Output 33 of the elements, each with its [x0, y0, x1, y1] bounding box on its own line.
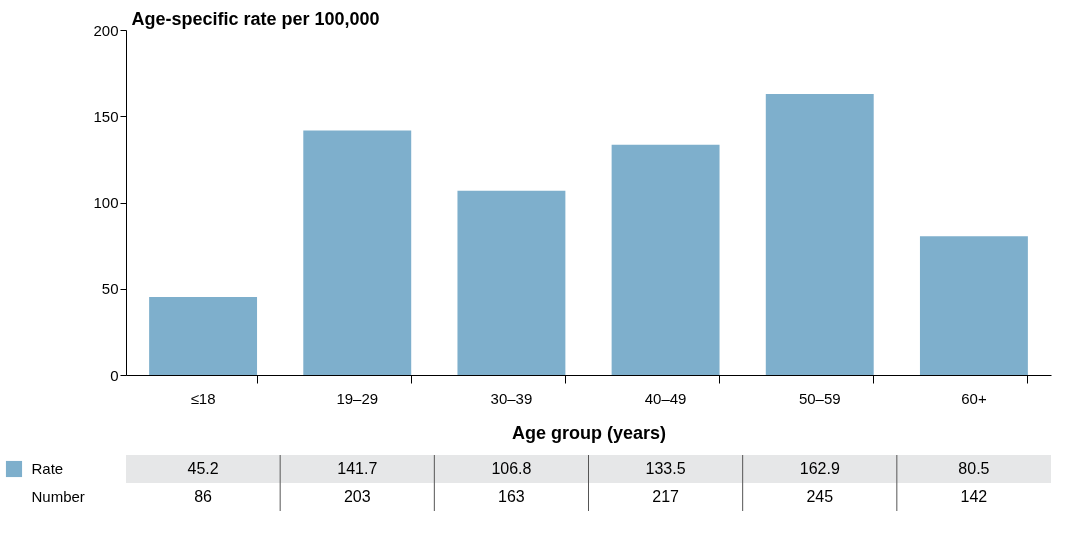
bar [919, 236, 1028, 375]
x-tick-label: 60+ [961, 389, 987, 407]
bar [765, 94, 874, 375]
data-label: 106.8 [491, 460, 532, 477]
y-tick-label: 0 [110, 366, 119, 384]
x-tick-label: 19–29 [336, 389, 379, 407]
text: 142 [960, 488, 988, 505]
data-label: 80.5 [958, 460, 990, 477]
y-tick-label: 150 [93, 107, 119, 125]
data-label: 162.9 [799, 460, 840, 477]
x-tick-label: 30–39 [490, 389, 533, 407]
bar [149, 297, 258, 375]
text: Number [31, 488, 85, 505]
text: 163 [498, 488, 525, 505]
y-tick-label: 50 [101, 280, 119, 298]
bar [611, 144, 720, 375]
text: 217 [652, 488, 680, 505]
data-label: 45.2 [187, 460, 219, 477]
y-tick-label: 100 [93, 194, 119, 211]
x-tick-label: 40–49 [644, 389, 687, 407]
x-tick-label: ≤18 [190, 389, 216, 407]
x-axis-title: Age group (years) [511, 422, 667, 443]
x-tick-label: 50–59 [798, 389, 841, 407]
y-axis-title: Age-specific rate per 100,000 [131, 8, 380, 29]
legend-label: Rate [31, 460, 64, 477]
text: 245 [806, 488, 834, 505]
data-label: 141.7 [337, 460, 378, 477]
data-label: 133.5 [645, 460, 686, 477]
text: 203 [343, 488, 371, 505]
text: 86 [194, 488, 213, 505]
bar [457, 190, 566, 375]
y-tick-label: 200 [93, 21, 119, 39]
bar [303, 130, 412, 375]
